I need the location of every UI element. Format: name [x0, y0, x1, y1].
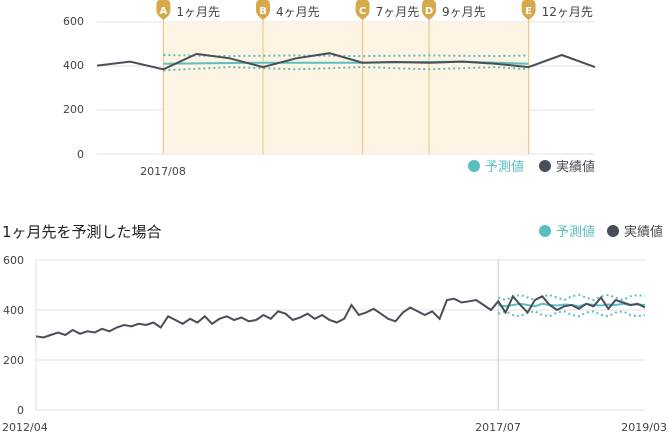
horizon-marker-label: 9ヶ月先: [442, 5, 486, 19]
top-legend: 予測値 実績値: [468, 159, 595, 175]
horizon-marker-letter: B: [259, 6, 267, 17]
horizon-markers: A 1ヶ月先 B 4ヶ月先 C 7ヶ月先 D 9ヶ月先 E 12ヶ月先: [156, 0, 593, 154]
bottom-y-axis-ticks: 0 200 400 600: [3, 254, 24, 417]
bottom-y-tick-200: 200: [3, 354, 24, 367]
top-series: [96, 52, 596, 72]
chart-title: 1ヶ月先を予測した場合: [2, 223, 162, 241]
bottom-x-tick-end: 2019/03: [621, 421, 667, 434]
horizon-marker-label: 4ヶ月先: [276, 5, 320, 19]
bottom-legend: 予測値 実績値: [539, 224, 663, 240]
top-x-tick-2017-08: 2017/08: [140, 165, 186, 178]
one-month-ahead-chart: 1ヶ月先を予測した場合 予測値 実績値 0 200 400 600 2012/0…: [2, 223, 667, 434]
bottom-y-tick-400: 400: [3, 304, 24, 317]
horizon-marker-pin: [422, 0, 436, 20]
actual-line: [96, 52, 596, 71]
horizon-marker-letter: C: [359, 6, 366, 17]
actual-line: [35, 294, 646, 339]
legend-actual-swatch: [607, 225, 619, 237]
forecast-period-highlight: [163, 22, 529, 154]
horizon-marker-pin: [521, 0, 536, 20]
horizon-marker-letter: A: [160, 6, 168, 17]
horizon-marker-pin: [355, 0, 370, 20]
bottom-y-tick-0: 0: [17, 404, 24, 417]
horizon-marker-label: 1ヶ月先: [176, 5, 220, 19]
bottom-series: [35, 293, 646, 339]
top-y-tick-0: 0: [77, 148, 84, 161]
legend-actual-label: 実績値: [624, 224, 663, 240]
lower-confidence-band: [497, 310, 646, 318]
horizon-marker-pin: [156, 0, 171, 20]
top-y-axis-ticks: 0 200 400 600: [63, 15, 84, 161]
legend-actual-label: 実績値: [556, 159, 595, 175]
horizon-marker-letter: D: [425, 6, 433, 17]
horizon-marker-pin: [256, 0, 270, 20]
upper-confidence-band: [497, 293, 646, 302]
upper-confidence-band: [163, 54, 529, 58]
bottom-gridlines: [35, 259, 645, 411]
horizon-marker-label: 7ヶ月先: [376, 5, 420, 19]
top-y-tick-400: 400: [63, 59, 84, 72]
horizon-marker-label: 12ヶ月先: [542, 5, 593, 19]
legend-actual-swatch: [539, 160, 551, 172]
legend-forecast-swatch: [539, 225, 551, 237]
bottom-y-tick-600: 600: [3, 254, 24, 267]
bottom-x-tick-split: 2017/07: [475, 421, 521, 434]
forecast-horizon-chart: 0 200 400 600 A 1ヶ月先 B 4ヶ月先 C 7ヶ月先 D 9ヶ月先 E 12ヶ月先…: [63, 0, 596, 178]
top-y-tick-200: 200: [63, 103, 84, 116]
horizon-marker-letter: E: [525, 6, 532, 17]
legend-forecast-label: 予測値: [485, 159, 524, 175]
legend-forecast-swatch: [468, 160, 480, 172]
bottom-x-axis-ticks: 2012/04 2017/07 2019/03: [2, 421, 667, 434]
lower-confidence-band: [163, 66, 529, 72]
legend-forecast-label: 予測値: [556, 224, 595, 240]
bottom-x-tick-start: 2012/04: [2, 421, 48, 434]
top-y-tick-600: 600: [63, 15, 84, 28]
